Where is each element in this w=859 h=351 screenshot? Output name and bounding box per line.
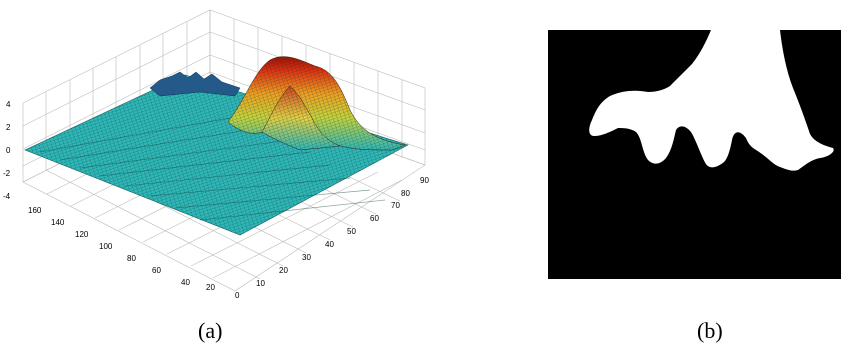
right-tick: 70: [391, 201, 400, 210]
surface-plot-svg: 4 2 0 -2 -4 160 140 120 100 80 60 40 20 …: [3, 9, 429, 300]
binary-mask-svg: [548, 30, 841, 279]
surface-plot-panel: 4 2 0 -2 -4 160 140 120 100 80 60 40 20 …: [0, 0, 440, 310]
left-tick: 160: [28, 206, 42, 215]
caption-a: (a): [198, 318, 223, 343]
right-tick: 10: [256, 279, 265, 288]
right-tick: 90: [420, 176, 429, 185]
surface-mesh: [24, 56, 409, 236]
caption-b: (b): [697, 318, 723, 343]
left-tick: 20: [206, 283, 215, 292]
right-tick: 0: [235, 291, 240, 300]
left-tick: 140: [51, 218, 65, 227]
z-tick: 2: [6, 123, 11, 132]
binary-mask-panel: [548, 30, 841, 279]
right-tick: 40: [325, 240, 334, 249]
left-tick: 40: [181, 278, 190, 287]
left-tick: 100: [99, 242, 113, 251]
right-tick: 50: [347, 227, 356, 236]
right-tick: 60: [370, 214, 379, 223]
left-tick: 80: [127, 254, 136, 263]
left-axis-ticks: 160 140 120 100 80 60 40 20: [28, 206, 215, 292]
mask-foreground-shape: [589, 30, 834, 171]
z-tick: 4: [6, 100, 11, 109]
z-tick: -2: [3, 169, 11, 178]
left-tick: 60: [152, 266, 161, 275]
z-axis-ticks: 4 2 0 -2 -4: [3, 100, 11, 201]
z-tick: 0: [6, 146, 11, 155]
right-tick: 20: [279, 266, 288, 275]
right-axis-ticks: 0 10 20 30 40 50 60 70 80 90: [235, 176, 429, 300]
right-tick: 30: [302, 253, 311, 262]
left-tick: 120: [75, 230, 89, 239]
z-tick: -4: [3, 192, 11, 201]
right-tick: 80: [401, 189, 410, 198]
